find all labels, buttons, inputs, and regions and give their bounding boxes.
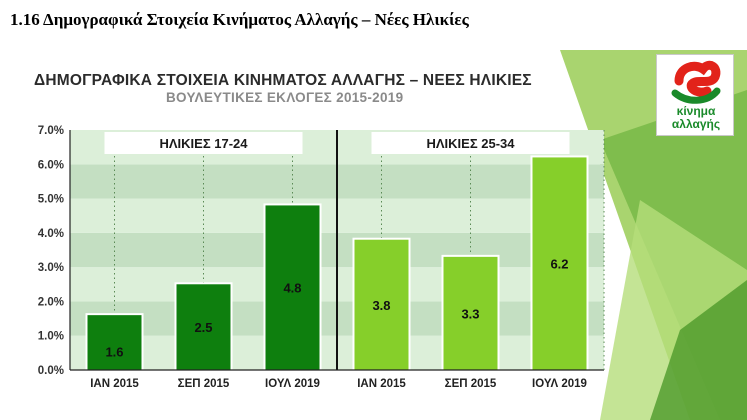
bar-value-label: 3.8 — [372, 298, 390, 313]
bar-value-label: 4.8 — [283, 281, 301, 296]
y-tick-label: 3.0% — [38, 262, 64, 274]
slide-title: ΔΗΜΟΓΡΑΦΙΚΑ ΣΤΟΙΧΕΙΑ ΚΙΝΗΜΑΤΟΣ ΑΛΛΑΓΗΣ –… — [34, 72, 532, 89]
logo-text-line1: κίνημα — [676, 104, 716, 118]
bar — [354, 239, 409, 370]
y-tick-label: 1.0% — [38, 331, 64, 343]
logo-text-line2: αλλαγής — [671, 117, 721, 131]
bar-value-label: 3.3 — [461, 306, 479, 321]
bar — [443, 256, 498, 370]
document-heading: 1.16 Δημογραφικά Στοιχεία Κινήματος Αλλα… — [10, 10, 469, 29]
slide-decoration — [560, 50, 747, 420]
y-tick-label: 7.0% — [38, 125, 64, 137]
y-tick-label: 2.0% — [38, 296, 64, 308]
x-tick-label: ΙΟΥΛ 2019 — [265, 378, 320, 390]
x-tick-label: ΙΑΝ 2015 — [90, 378, 139, 390]
bar — [87, 315, 142, 370]
x-tick-label: ΣΕΠ 2015 — [178, 378, 230, 390]
y-tick-label: 4.0% — [38, 228, 64, 240]
slide: ΔΗΜΟΓΡΑΦΙΚΑ ΣΤΟΙΧΕΙΑ ΚΙΝΗΜΑΤΟΣ ΑΛΛΑΓΗΣ –… — [0, 50, 747, 420]
x-tick-label: ΙΟΥΛ 2019 — [532, 378, 587, 390]
bar — [176, 284, 231, 370]
bar-value-label: 6.2 — [550, 257, 568, 272]
group-header-label: ΗΛΙΚΙΕΣ 25-34 — [426, 136, 515, 151]
y-tick-label: 5.0% — [38, 194, 64, 206]
bar — [532, 157, 587, 370]
bar-value-label: 2.5 — [194, 320, 212, 335]
x-tick-label: ΙΑΝ 2015 — [357, 378, 406, 390]
kinal-logo-icon — [671, 60, 721, 104]
bar-value-label: 1.6 — [105, 345, 123, 360]
y-tick-label: 6.0% — [38, 159, 64, 171]
group-header-box — [104, 132, 303, 154]
slide-subtitle: ΒΟΥΛΕΥΤΙΚΕΣ ΕΚΛΟΓΕΣ 2015-2019 — [166, 90, 404, 105]
group-header-label: ΗΛΙΚΙΕΣ 17-24 — [159, 136, 248, 151]
party-logo: κίνημα αλλαγής — [656, 54, 734, 136]
bar — [265, 205, 320, 370]
x-tick-label: ΣΕΠ 2015 — [445, 378, 497, 390]
bar-chart: 0.0% 1.0% 2.0% 3.0% 4.0% 5.0% 6.0% 7.0% ΗΛΙΚΙΕΣ … — [38, 125, 605, 390]
group-header-box — [371, 132, 570, 154]
y-tick-label: 0.0% — [38, 365, 64, 377]
